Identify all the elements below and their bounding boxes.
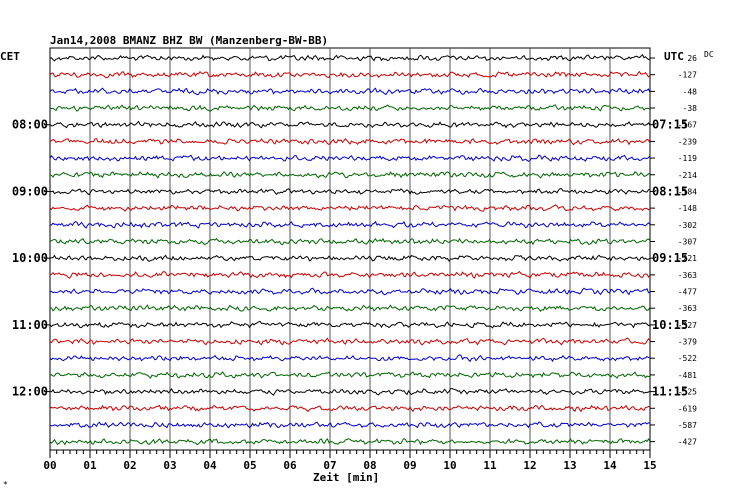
dc-offset-label: -363 [678, 271, 697, 280]
x-tick-label: 12 [523, 459, 536, 472]
cet-hour-label: 08:00 [12, 118, 48, 132]
seismic-trace [49, 171, 651, 179]
seismic-trace [49, 220, 651, 229]
dc-offset-label: -302 [678, 221, 697, 230]
utc-hour-label: 11:15 [652, 385, 688, 399]
corner-mark: * [3, 480, 8, 489]
seismic-trace [49, 304, 651, 312]
dc-offset-label: -481 [678, 371, 697, 380]
seismic-trace [49, 371, 651, 379]
dc-offset-label: -184 [678, 187, 697, 196]
dc-offset-label: -221 [678, 254, 697, 263]
seismic-trace [49, 270, 651, 279]
dc-offset-label: -327 [678, 321, 697, 330]
seismic-trace [49, 437, 651, 446]
x-axis-label: Zeit [min] [313, 471, 380, 484]
x-tick-label: 07 [323, 459, 336, 472]
seismic-trace [49, 421, 651, 429]
seismic-trace [49, 387, 651, 396]
utc-hour-label: 09:15 [652, 251, 688, 265]
x-tick-label: 00 [43, 459, 56, 472]
cet-hour-label: 10:00 [12, 251, 48, 265]
utc-hour-label: 08:15 [652, 184, 688, 198]
seismic-trace [49, 120, 651, 129]
dc-offset-label: -167 [678, 121, 697, 130]
dc-offset-label: -214 [678, 171, 697, 180]
seismic-trace [49, 254, 651, 262]
x-tick-label: 02 [123, 459, 136, 472]
dc-offset-label: -522 [678, 354, 697, 363]
dc-offset-label: -48 [683, 87, 698, 96]
seismic-trace [49, 320, 651, 329]
x-tick-label: 13 [563, 459, 576, 472]
dc-offset-label: -38 [683, 104, 698, 113]
dc-offset-label: -379 [678, 338, 697, 347]
seismic-trace [49, 237, 651, 246]
seismic-trace [49, 104, 651, 112]
x-tick-label: 10 [443, 459, 456, 472]
seismic-trace [49, 154, 651, 162]
dc-offset-label: -587 [678, 421, 697, 430]
seismic-trace [49, 204, 651, 212]
cet-hour-label: 09:00 [12, 184, 48, 198]
dc-offset-label: -127 [678, 71, 697, 80]
seismic-trace [49, 138, 651, 146]
cet-hour-label: 11:00 [12, 318, 48, 332]
seismic-trace [49, 337, 651, 346]
x-tick-label: 08 [363, 459, 376, 472]
utc-hour-label: 10:15 [652, 318, 688, 332]
seismic-trace [49, 404, 651, 413]
dc-offset-label: -307 [678, 237, 697, 246]
dc-offset-label: 26 [687, 54, 697, 63]
seismic-trace [49, 188, 651, 196]
x-tick-label: 05 [243, 459, 256, 472]
x-tick-label: 09 [403, 459, 416, 472]
cet-hour-label: 12:00 [12, 385, 48, 399]
dc-offset-label: -148 [678, 204, 697, 213]
dc-offset-label: -427 [678, 438, 697, 447]
cet-label: CET [0, 50, 20, 63]
seismic-trace [49, 70, 651, 79]
x-tick-label: 14 [603, 459, 617, 472]
dc-offset-label: -119 [678, 154, 697, 163]
seismic-trace [49, 287, 651, 296]
seismic-trace [49, 354, 651, 363]
x-tick-label: 06 [283, 459, 297, 472]
dc-offset-label: -619 [678, 404, 697, 413]
utc-label: UTC [664, 50, 684, 63]
dc-offset-label: -477 [678, 288, 697, 297]
utc-hour-label: 07:15 [652, 118, 688, 132]
x-tick-label: 15 [643, 459, 656, 472]
dc-offset-label: -363 [678, 304, 697, 313]
dc-offset-label: -239 [678, 137, 697, 146]
x-tick-label: 03 [163, 459, 176, 472]
dc-label: DC [704, 50, 714, 59]
x-tick-label: 04 [203, 459, 217, 472]
dc-offset-label: -525 [678, 388, 697, 397]
seismic-trace [49, 87, 651, 96]
seismic-trace [49, 54, 651, 62]
x-tick-label: 11 [483, 459, 497, 472]
chart-title: Jan14,2008 BMANZ BHZ BW (Manzenberg-BW-B… [50, 34, 329, 47]
x-tick-label: 01 [83, 459, 97, 472]
